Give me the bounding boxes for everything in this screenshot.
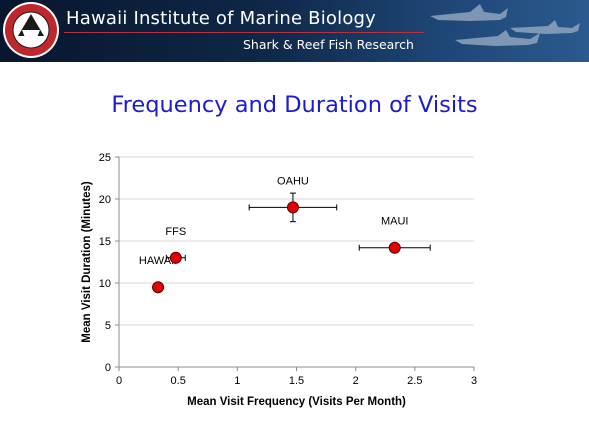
shark-seal-logo-icon xyxy=(3,2,59,58)
x-tick-label: 2 xyxy=(353,375,359,387)
y-axis-title: Mean Visit Duration (Minutes) xyxy=(81,181,93,343)
slide-title: Frequency and Duration of Visits xyxy=(111,92,478,118)
y-tick-label: 20 xyxy=(99,194,111,206)
data-label-ffs: FFS xyxy=(165,226,186,238)
x-tick-label: 3 xyxy=(471,375,477,387)
x-tick-label: 1.5 xyxy=(289,375,304,387)
shark-silhouette-icon xyxy=(430,4,580,46)
institute-subtitle: Shark & Reef Fish Research xyxy=(243,37,414,52)
x-tick-label: 2.5 xyxy=(407,375,422,387)
x-axis-title: Mean Visit Frequency (Visits Per Month) xyxy=(187,396,406,408)
data-point-ffs xyxy=(169,251,182,264)
data-point-oahu xyxy=(286,201,299,214)
data-label-oahu: OAHU xyxy=(277,175,309,187)
banner-rule xyxy=(64,32,424,33)
y-tick-label: 5 xyxy=(105,320,111,332)
x-tick-label: 1 xyxy=(234,375,240,387)
header-banner: Hawaii Institute of Marine Biology Shark… xyxy=(0,0,589,62)
y-tick-label: 25 xyxy=(99,152,111,164)
y-tick-label: 0 xyxy=(105,362,111,374)
x-tick-label: 0 xyxy=(116,375,122,387)
banner-background xyxy=(0,0,589,62)
data-label-maui: MAUI xyxy=(381,216,409,228)
y-tick-label: 15 xyxy=(99,236,111,248)
data-point-maui xyxy=(388,241,401,254)
data-point-hawaii xyxy=(152,281,165,294)
x-tick-label: 0.5 xyxy=(171,375,186,387)
y-tick-label: 10 xyxy=(99,278,111,290)
institute-title: Hawaii Institute of Marine Biology xyxy=(66,8,377,29)
